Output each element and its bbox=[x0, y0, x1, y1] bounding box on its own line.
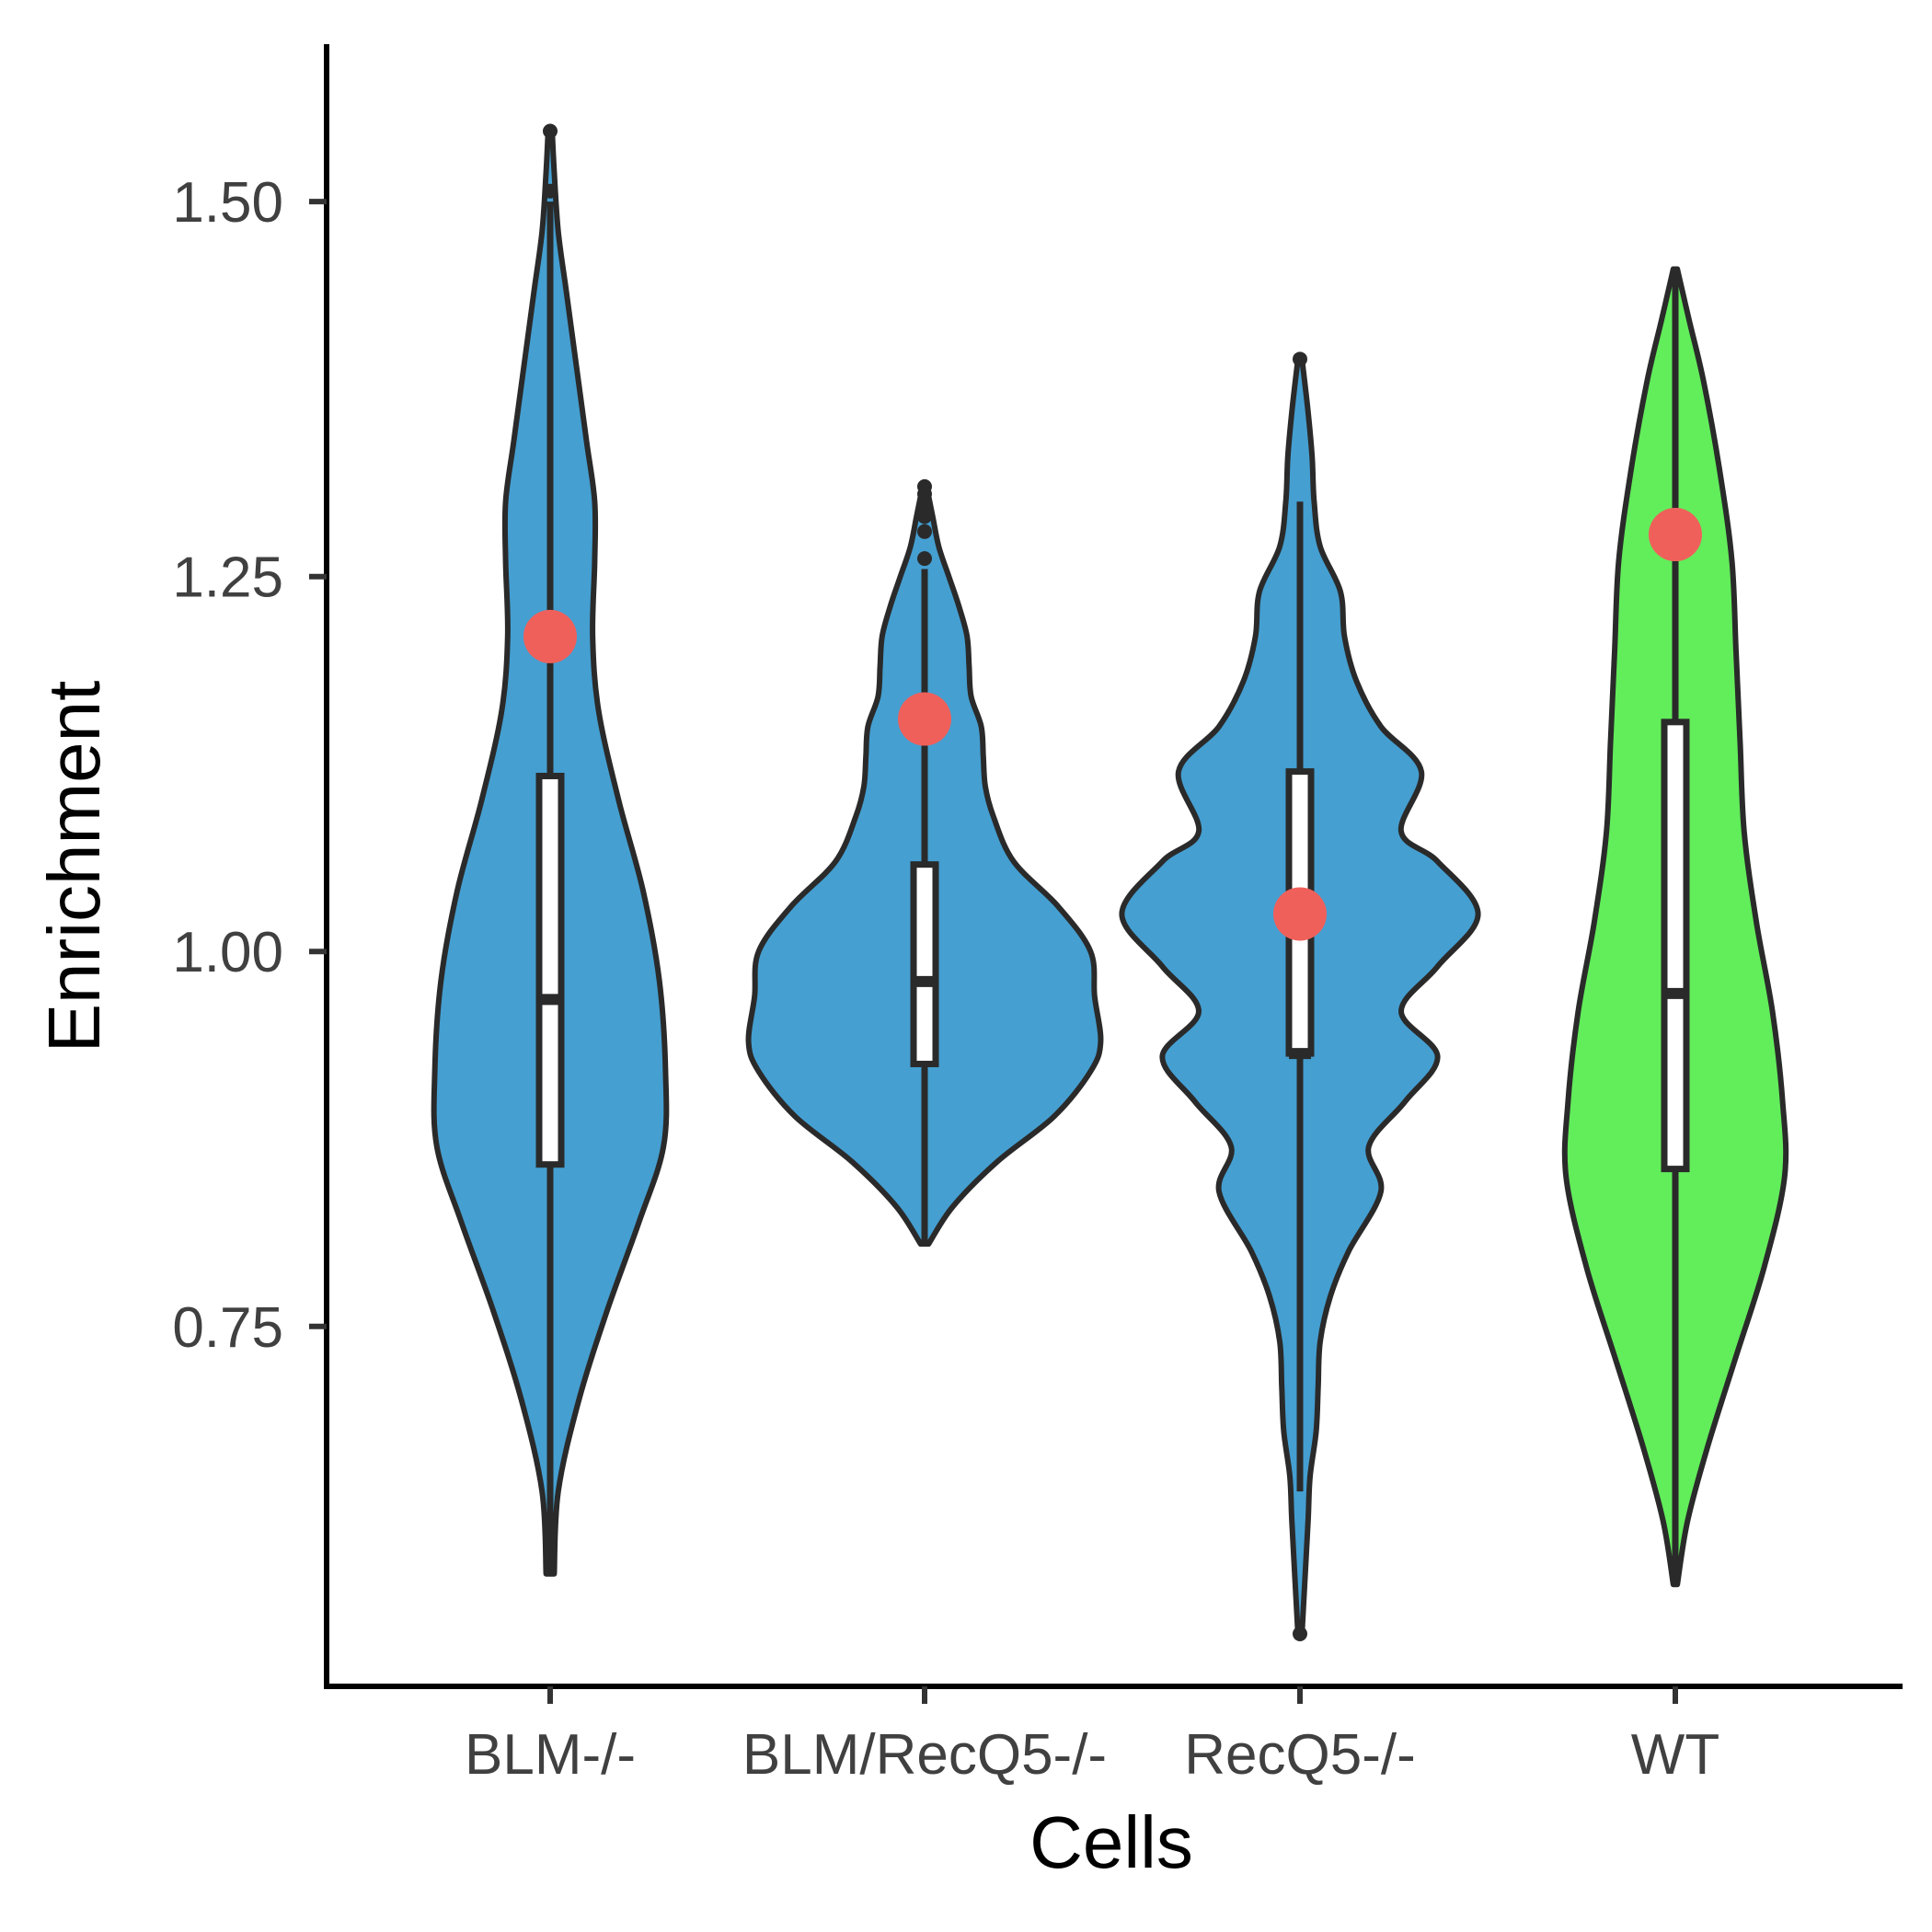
outlier-point bbox=[917, 497, 932, 512]
violin-group-recq5 bbox=[1119, 351, 1481, 1641]
ticks: 0.75 1.00 1.25 1.50 BLM-/- BLM/RecQ5-/- RecQ5-… bbox=[172, 171, 1719, 1787]
outlier-point bbox=[1293, 1626, 1307, 1641]
y-tick-label: 1.25 bbox=[172, 546, 283, 610]
mean-point bbox=[1273, 887, 1327, 941]
outlier-point bbox=[543, 123, 558, 139]
x-axis-title: Cells bbox=[1029, 1801, 1193, 1883]
axes bbox=[324, 44, 1903, 1689]
outlier-point bbox=[917, 478, 932, 494]
x-tick-label: BLM-/- bbox=[465, 1723, 636, 1787]
violin-group-blm-recq5 bbox=[745, 478, 1104, 1248]
mean-point bbox=[523, 609, 577, 663]
y-axis-title: Enrichment bbox=[33, 681, 115, 1053]
plot-area bbox=[431, 123, 1789, 1641]
mean-point bbox=[898, 692, 951, 746]
violin-group-blm bbox=[431, 123, 670, 1577]
outlier-point bbox=[543, 183, 558, 199]
outlier-point bbox=[917, 551, 932, 567]
y-tick-label: 0.75 bbox=[172, 1296, 283, 1360]
mean-point bbox=[1649, 508, 1702, 562]
x-tick-label: RecQ5-/- bbox=[1184, 1723, 1415, 1787]
x-tick-label: WT bbox=[1631, 1723, 1719, 1787]
violin-group-wt bbox=[1561, 266, 1789, 1588]
box-iqr bbox=[535, 773, 565, 1168]
box-iqr bbox=[910, 861, 939, 1067]
x-tick-label: BLM/RecQ5-/- bbox=[742, 1723, 1107, 1787]
outlier-point bbox=[917, 509, 932, 524]
box-iqr bbox=[1661, 719, 1690, 1173]
outlier-point bbox=[917, 523, 932, 539]
y-tick-label: 1.00 bbox=[172, 921, 283, 984]
outlier-point bbox=[1293, 351, 1307, 367]
y-tick-label: 1.50 bbox=[172, 171, 283, 235]
